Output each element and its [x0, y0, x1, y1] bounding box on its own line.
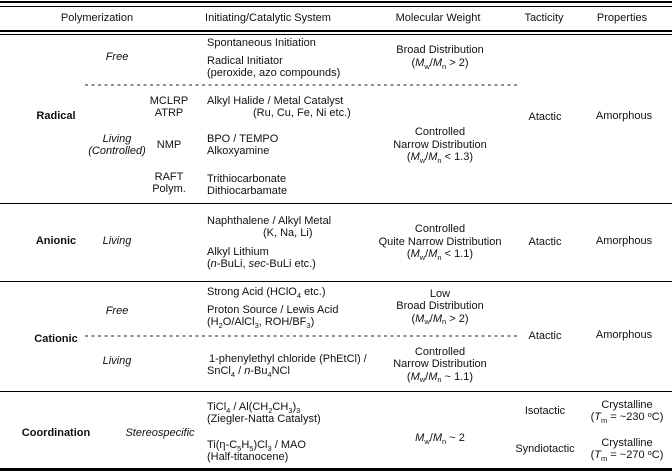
system-half-titanocene: Ti(η-C5H5)Cl3 / MAO [207, 439, 306, 453]
abbr-raft: RAFT [154, 171, 184, 183]
coordination-label: Coordination [21, 427, 91, 439]
abbr-raft-polym: Polym. [152, 183, 186, 195]
system-half-titanocene-name: (Half-titanocene) [207, 451, 289, 463]
radical-free-mechanism: Free [105, 51, 129, 63]
radical-label: Radical [36, 110, 76, 122]
coordination-properties-tm270: (Tm = ~270 oC) [590, 448, 664, 463]
coordination-mw-ratio: Mw/Mn ~ 2 [415, 432, 465, 446]
radical-living-mw-controlled: Controlled [414, 126, 466, 138]
anionic-mw-distribution: Quite Narrow Distribution [378, 235, 502, 248]
system-proton-source: Proton Source / Lewis Acid [207, 304, 339, 316]
radical-free-living-dashed-divider [85, 84, 520, 86]
cationic-living-mw-controlled: Controlled [414, 346, 466, 358]
radical-living-mechanism-controlled: (Controlled) [88, 145, 146, 157]
header-rule-inner [0, 33, 672, 35]
cationic-coordination-divider [0, 391, 672, 393]
radical-living-mw-distribution: Narrow Distribution [393, 138, 487, 151]
radical-anionic-divider [0, 202, 672, 204]
system-alkyl-halide: Alkyl Halide / Metal Catalyst [207, 95, 344, 107]
system-radical-initiator-detail: (peroxide, azo compounds) [207, 67, 341, 79]
top-rule-inner [0, 5, 672, 7]
radical-living-mw-ratio: (Mw/Mn < 1.3) [406, 151, 474, 165]
system-naphthalene: Naphthalene / Alkyl Metal [207, 215, 332, 227]
abbr-mclrp: MCLRP [149, 95, 189, 107]
anionic-mw-ratio: (Mw/Mn < 1.1) [406, 248, 474, 262]
cationic-label: Cationic [34, 333, 78, 345]
system-naphthalene-metals: (K, Na, Li) [263, 227, 313, 239]
system-dithiocarbamate: Dithiocarbamate [207, 185, 288, 197]
cationic-living-mw-ratio: (Mw/Mn ~ 1.1) [406, 370, 474, 384]
system-ticl4-ziegler: TiCl4 / Al(CH2CH3)3 [207, 401, 301, 415]
system-radical-initiator: Radical Initiator [207, 55, 283, 67]
cationic-free-living-dashed-divider [85, 335, 520, 337]
system-strong-acid: Strong Acid (HClO4 etc.) [207, 286, 326, 300]
coordination-tacticity-syndiotactic: Syndiotactic [515, 443, 575, 455]
abbr-nmp: NMP [156, 139, 182, 151]
cationic-living-mechanism: Living [102, 355, 132, 367]
coordination-tacticity-isotactic: Isotactic [524, 405, 566, 417]
anionic-mechanism: Living [102, 235, 132, 247]
radical-free-mw-distribution: Broad Distribution [396, 44, 484, 56]
system-alkyl-halide-metals: (Ru, Cu, Fe, Ni etc.) [253, 107, 351, 119]
system-phenylethyl-chloride: 1-phenylethyl chloride (PhEtCl) / [209, 353, 367, 365]
bottom-rule [0, 467, 672, 471]
col-header-molecular-weight: Molecular Weight [395, 12, 481, 24]
radical-free-mw-ratio: (Mw/Mn > 2) [411, 57, 469, 71]
col-header-tacticity: Tacticity [524, 12, 564, 24]
anionic-mw-controlled: Controlled [414, 223, 466, 235]
radical-properties: Amorphous [595, 110, 653, 122]
col-header-initiating-system: Initiating/Catalytic System [205, 12, 331, 24]
cationic-free-mechanism: Free [105, 305, 129, 317]
system-sncl4: SnCl4 / n-Bu4NCl [207, 365, 290, 379]
cationic-free-mw-distribution: Broad Distribution [396, 300, 484, 312]
top-rule-outer [0, 1, 672, 4]
cationic-free-mw-ratio: (Mw/Mn > 2) [411, 312, 469, 326]
system-alkyl-lithium: Alkyl Lithium [207, 246, 269, 258]
radical-tacticity: Atactic [528, 111, 562, 123]
anionic-label: Anionic [35, 235, 77, 247]
anionic-cationic-divider [0, 280, 672, 282]
anionic-properties: Amorphous [595, 235, 653, 247]
system-proton-source-detail: (H2O/AlCl3, ROH/BF3) [207, 316, 315, 330]
system-trithiocarbonate: Trithiocarbonate [207, 173, 287, 185]
col-header-properties: Properties [596, 12, 648, 24]
system-bpo-tempo: BPO / TEMPO [207, 133, 279, 145]
col-header-polymerization: Polymerization [60, 12, 134, 24]
system-alkyl-lithium-detail: (n-BuLi, sec-BuLi etc.) [207, 258, 316, 270]
anionic-tacticity: Atactic [528, 236, 562, 248]
system-ziegler-natta-name: (Ziegler-Natta Catalyst) [207, 413, 321, 425]
abbr-atrp: ATRP [154, 107, 184, 119]
cationic-free-mw-low: Low [429, 288, 451, 300]
system-alkoxyamine: Alkoxyamine [207, 145, 270, 157]
system-spontaneous-initiation: Spontaneous Initiation [207, 37, 316, 49]
cationic-properties: Amorphous [595, 329, 653, 341]
header-rule-outer [0, 29, 672, 32]
coordination-properties-tm230: (Tm = ~230 oC) [590, 410, 664, 425]
coordination-properties-crystalline-2: Crystalline [601, 437, 653, 449]
coordination-properties-crystalline-1: Crystalline [601, 399, 653, 411]
cationic-tacticity: Atactic [528, 330, 562, 342]
coordination-mechanism: Stereospecific [125, 427, 195, 439]
radical-living-mechanism: Living [102, 133, 132, 145]
cationic-living-mw-distribution: Narrow Distribution [393, 358, 487, 370]
